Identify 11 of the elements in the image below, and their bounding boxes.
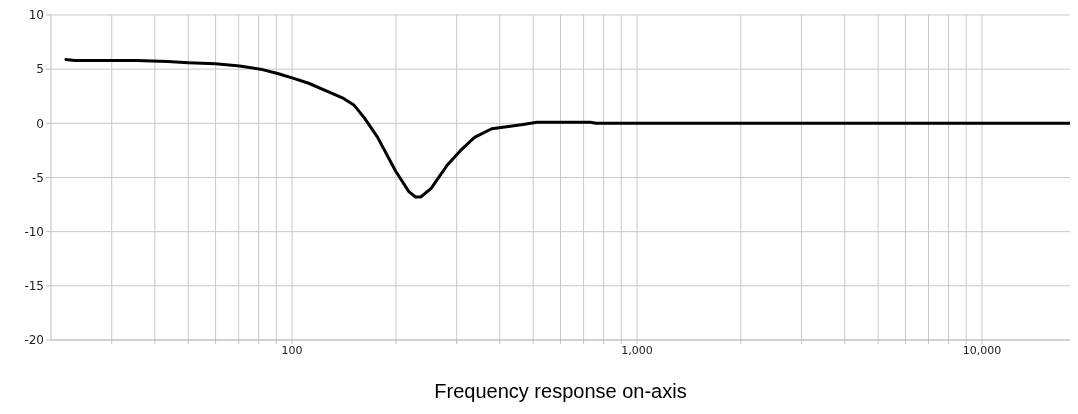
y-tick-label: 5 bbox=[36, 62, 44, 77]
y-tick-label: -10 bbox=[24, 224, 44, 239]
y-tick-label: 0 bbox=[36, 116, 44, 131]
y-tick-label: 10 bbox=[28, 8, 44, 23]
x-tick-label: 100 bbox=[281, 343, 303, 357]
x-tick-label: 1,000 bbox=[621, 343, 653, 357]
x-axis-title: Frequency response on-axis bbox=[434, 380, 687, 402]
y-tick-label: -5 bbox=[32, 170, 44, 185]
x-tick-label: 10,000 bbox=[962, 343, 1002, 357]
y-tick-label: -20 bbox=[24, 333, 44, 348]
y-tick-label: -15 bbox=[24, 279, 44, 294]
